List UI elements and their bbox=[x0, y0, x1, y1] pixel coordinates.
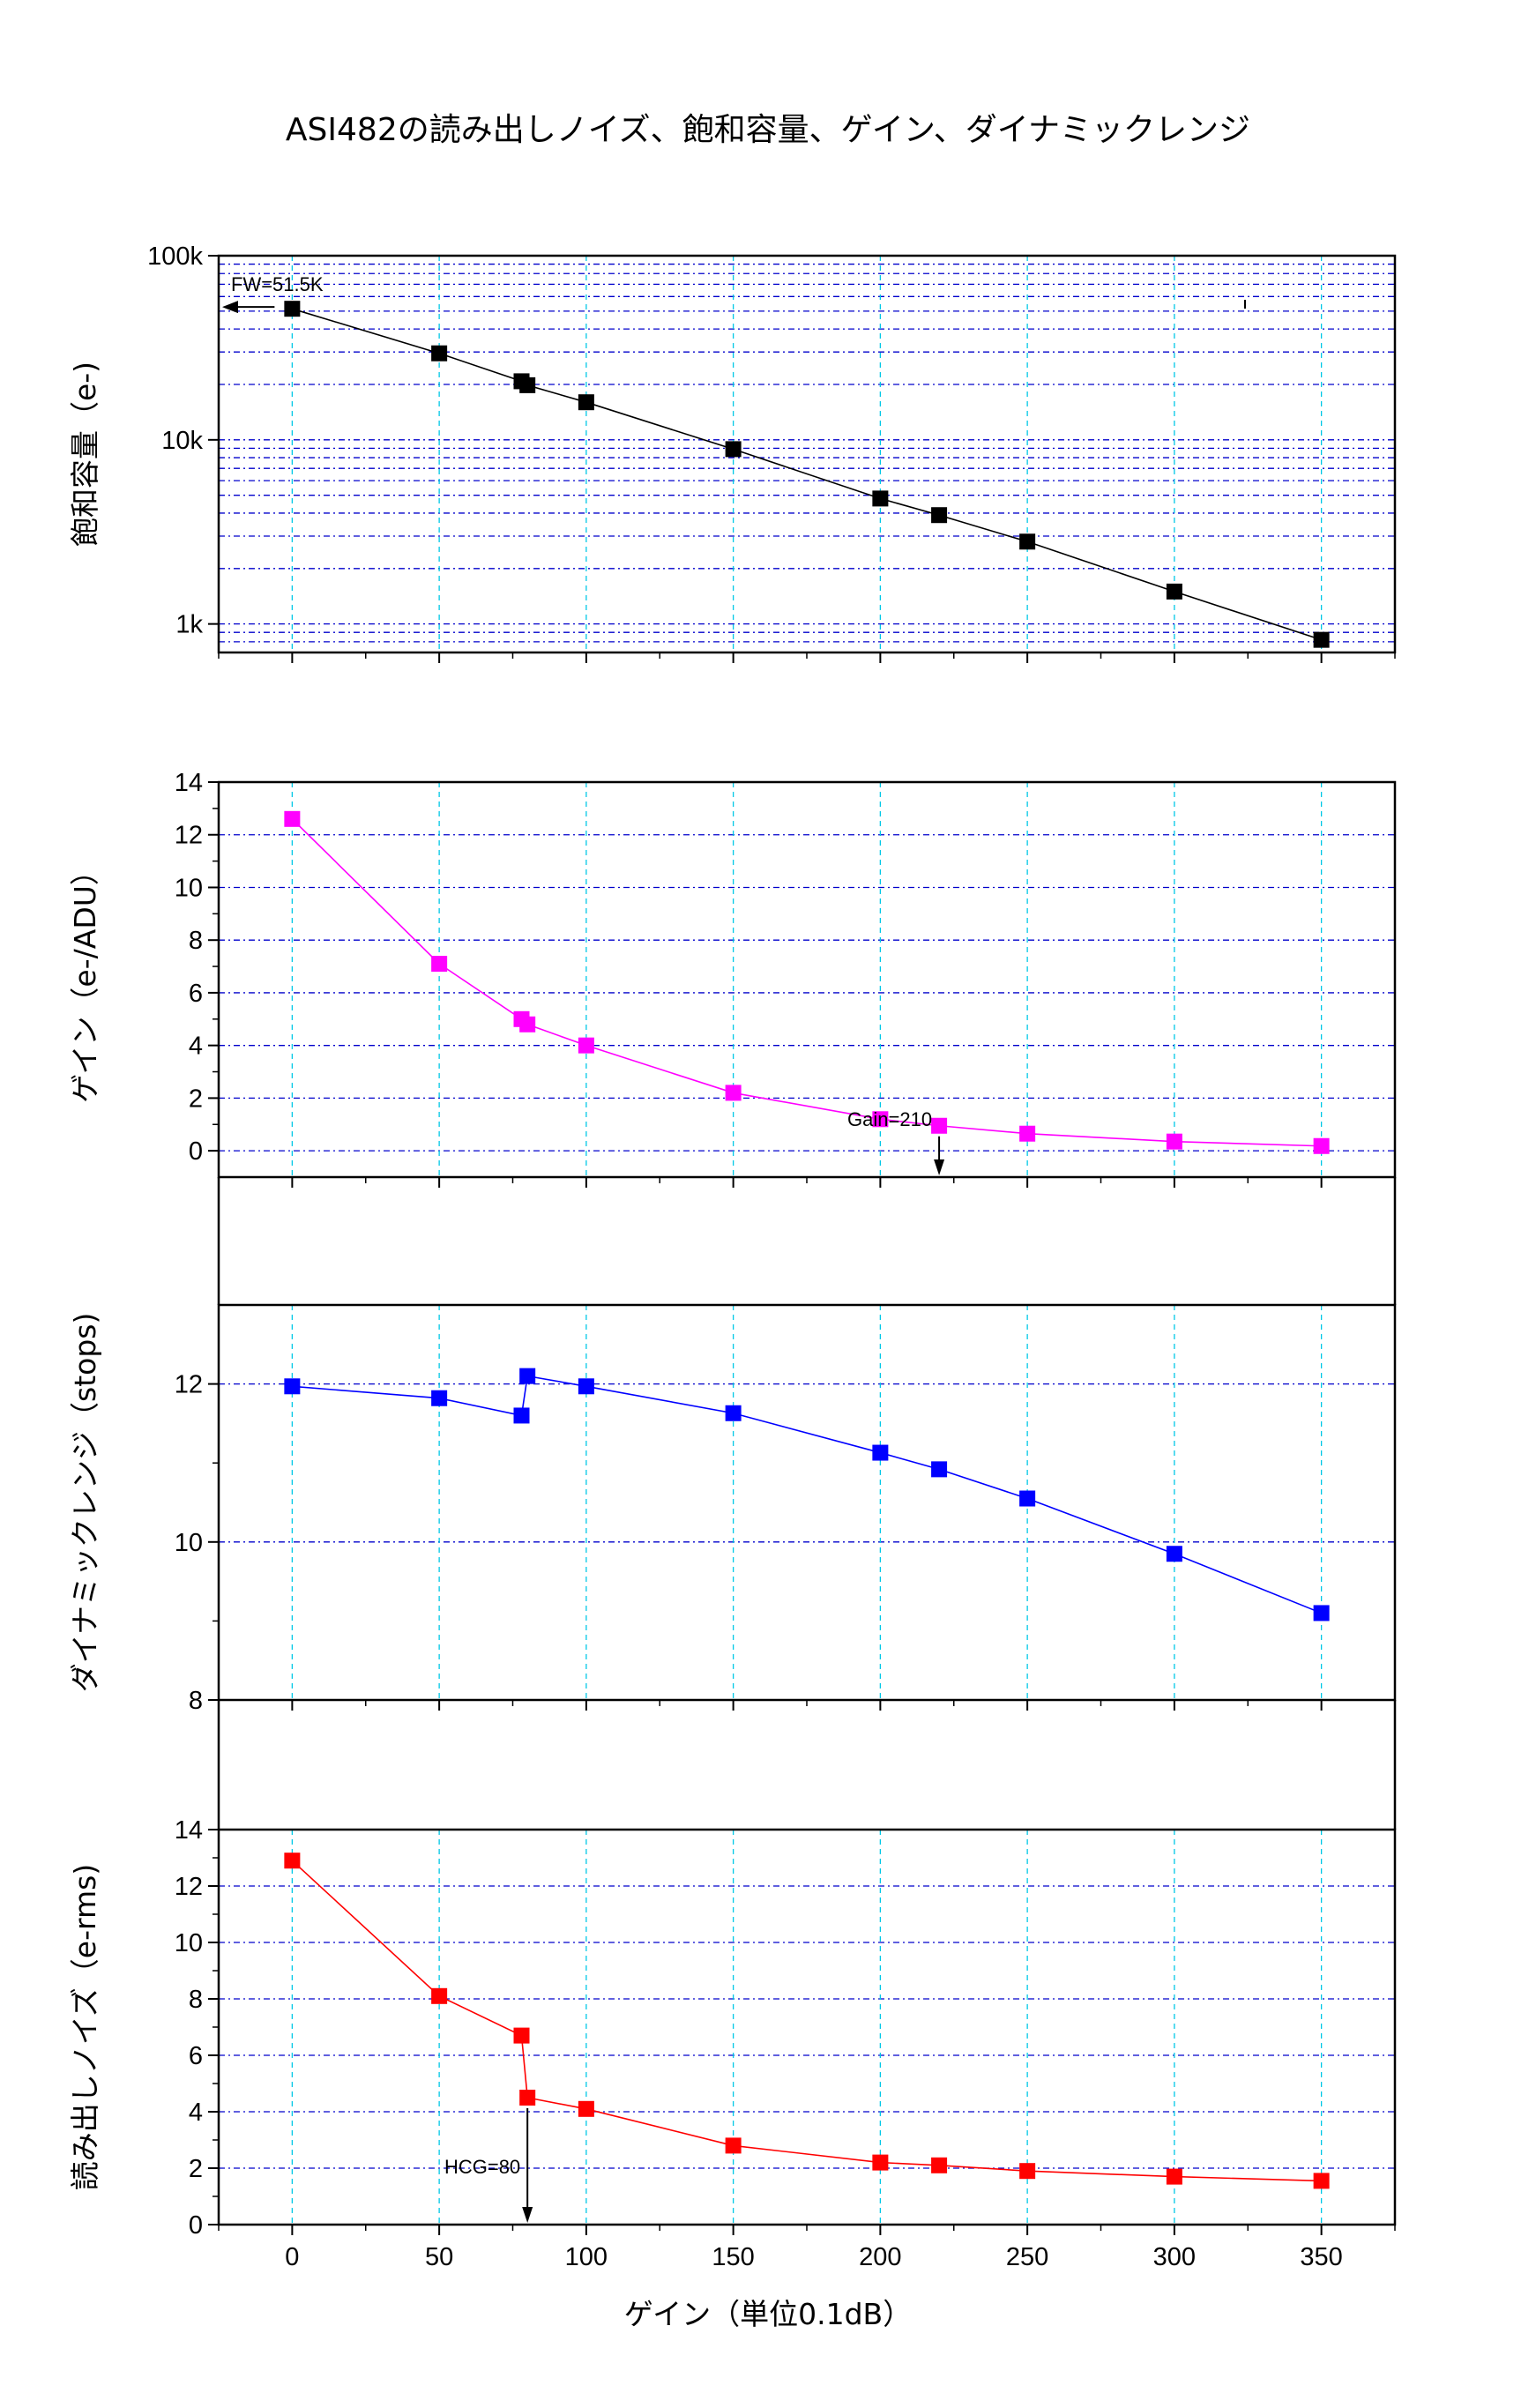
data-point bbox=[284, 810, 301, 827]
y-tick-label: 0 bbox=[189, 2211, 203, 2240]
data-point bbox=[1019, 1125, 1036, 1142]
plot-frame bbox=[217, 1303, 1397, 1702]
y-tick-label: 12 bbox=[175, 822, 203, 850]
data-point bbox=[872, 1444, 889, 1461]
data-point bbox=[1313, 2173, 1330, 2189]
data-point bbox=[872, 490, 889, 507]
data-point bbox=[519, 376, 536, 393]
data-point bbox=[431, 1987, 448, 2004]
x-tick-label: 150 bbox=[712, 2243, 754, 2271]
x-tick-label: 0 bbox=[285, 2243, 299, 2271]
y-tick-label: 1k bbox=[175, 611, 203, 639]
data-point bbox=[1166, 1546, 1182, 1562]
data-point bbox=[513, 2027, 530, 2044]
data-point bbox=[519, 2090, 536, 2106]
data-point bbox=[578, 1378, 594, 1395]
series-line bbox=[292, 1375, 1322, 1614]
y-tick-label: 6 bbox=[189, 980, 203, 1008]
y-tick-label: 12 bbox=[175, 1371, 203, 1399]
annotation-arrowhead bbox=[522, 2207, 533, 2223]
x-tick-label: 300 bbox=[1153, 2243, 1196, 2271]
data-point bbox=[284, 1378, 301, 1395]
data-point bbox=[519, 1368, 536, 1384]
data-point bbox=[1019, 1490, 1036, 1507]
figure-title: ASI482の読み出しノイズ、飽和容量、ゲイン、ダイナミックレンジ bbox=[285, 112, 1251, 148]
y-axis-title: ダイナミックレンジ（stops) bbox=[68, 1313, 102, 1693]
annotation-label: FW=51.5K bbox=[231, 273, 324, 295]
data-point bbox=[725, 1405, 742, 1421]
data-point bbox=[1019, 533, 1036, 550]
y-tick-label: 10 bbox=[175, 874, 203, 902]
data-point bbox=[431, 345, 448, 362]
series-line bbox=[291, 1860, 1322, 2182]
data-point bbox=[284, 1853, 301, 1869]
data-point bbox=[513, 1407, 530, 1424]
data-point bbox=[1166, 2168, 1182, 2185]
y-axis-title: ゲイン（e-/ADU） bbox=[68, 856, 102, 1103]
y-tick-label: 10 bbox=[175, 1929, 203, 1957]
y-tick-label: 0 bbox=[189, 1137, 203, 1166]
y-tick-label: 8 bbox=[189, 927, 203, 955]
x-tick-label: 250 bbox=[1006, 2243, 1048, 2271]
data-point bbox=[725, 441, 742, 458]
data-point bbox=[519, 1016, 536, 1033]
data-point bbox=[1313, 1137, 1330, 1154]
annotation-arrowhead bbox=[222, 301, 238, 314]
data-point bbox=[1313, 631, 1330, 648]
y-tick-label: 8 bbox=[189, 1687, 203, 1715]
data-point bbox=[725, 1085, 742, 1101]
data-point bbox=[284, 301, 301, 317]
data-point bbox=[931, 1117, 948, 1134]
series-line bbox=[291, 818, 1322, 1147]
y-axis-title: 読み出しノイズ（e-rms) bbox=[68, 1864, 102, 2190]
plot-frame bbox=[217, 1828, 1397, 2226]
data-point bbox=[1166, 1133, 1182, 1150]
plot-frame bbox=[217, 780, 1397, 1179]
annotation-arrowhead bbox=[934, 1159, 945, 1175]
x-tick-label: 200 bbox=[859, 2243, 901, 2271]
x-tick-label: 350 bbox=[1300, 2243, 1342, 2271]
data-point bbox=[578, 2100, 594, 2117]
data-point bbox=[931, 507, 948, 524]
y-tick-label: 100k bbox=[147, 242, 203, 271]
y-tick-label: 10k bbox=[161, 427, 203, 455]
x-tick-label: 50 bbox=[425, 2243, 453, 2271]
y-tick-label: 2 bbox=[189, 2155, 203, 2183]
data-point bbox=[872, 1111, 889, 1128]
y-tick-label: 12 bbox=[175, 1873, 203, 1901]
data-point bbox=[578, 394, 594, 411]
y-axis-title: 飽和容量（e-) bbox=[68, 362, 102, 547]
data-point bbox=[931, 2157, 948, 2173]
annotation-label: HCG=80 bbox=[444, 2156, 520, 2178]
x-axis-title: ゲイン（単位0.1dB） bbox=[623, 2297, 913, 2331]
plot-frame bbox=[217, 254, 1397, 654]
annotation-label: Gain=210 bbox=[847, 1108, 932, 1130]
data-point bbox=[872, 2154, 889, 2171]
y-tick-label: 8 bbox=[189, 1986, 203, 2014]
y-tick-label: 6 bbox=[189, 2042, 203, 2070]
data-point bbox=[578, 1037, 594, 1054]
data-point bbox=[431, 1390, 448, 1406]
data-point bbox=[1019, 2163, 1036, 2180]
y-tick-label: 14 bbox=[175, 1816, 203, 1845]
y-tick-label: 14 bbox=[175, 769, 203, 797]
y-tick-label: 2 bbox=[189, 1085, 203, 1113]
data-point bbox=[931, 1461, 948, 1478]
y-tick-label: 4 bbox=[189, 2099, 203, 2127]
data-point bbox=[725, 2137, 742, 2154]
x-tick-label: 100 bbox=[565, 2243, 608, 2271]
data-point bbox=[431, 956, 448, 973]
y-tick-label: 4 bbox=[189, 1033, 203, 1061]
data-point bbox=[1313, 1605, 1330, 1621]
data-point bbox=[1166, 583, 1182, 600]
y-tick-label: 10 bbox=[175, 1529, 203, 1557]
